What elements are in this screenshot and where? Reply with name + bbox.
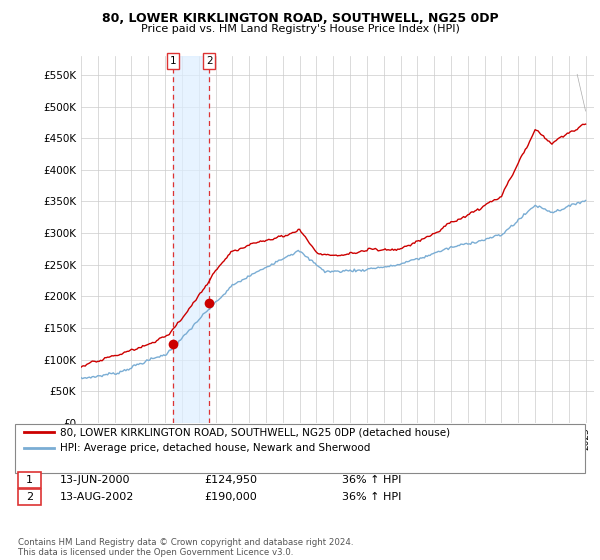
Bar (173, 56, 209, 423)
Text: £124,950: £124,950 (204, 475, 257, 485)
Text: 13-JUN-2000: 13-JUN-2000 (60, 475, 131, 485)
Text: HPI: Average price, detached house, Newark and Sherwood: HPI: Average price, detached house, Newa… (60, 443, 370, 453)
Text: 2: 2 (26, 492, 33, 502)
Text: Price paid vs. HM Land Registry's House Price Index (HPI): Price paid vs. HM Land Registry's House … (140, 24, 460, 34)
Text: 36% ↑ HPI: 36% ↑ HPI (342, 475, 401, 485)
Text: 1: 1 (26, 475, 33, 485)
Text: 2: 2 (206, 56, 212, 66)
Text: 13-AUG-2002: 13-AUG-2002 (60, 492, 134, 502)
Text: Contains HM Land Registry data © Crown copyright and database right 2024.
This d: Contains HM Land Registry data © Crown c… (18, 538, 353, 557)
Text: 80, LOWER KIRKLINGTON ROAD, SOUTHWELL, NG25 0DP: 80, LOWER KIRKLINGTON ROAD, SOUTHWELL, N… (101, 12, 499, 25)
Text: 80, LOWER KIRKLINGTON ROAD, SOUTHWELL, NG25 0DP (detached house): 80, LOWER KIRKLINGTON ROAD, SOUTHWELL, N… (60, 427, 450, 437)
Text: £190,000: £190,000 (204, 492, 257, 502)
Text: 1: 1 (169, 56, 176, 66)
Text: 36% ↑ HPI: 36% ↑ HPI (342, 492, 401, 502)
